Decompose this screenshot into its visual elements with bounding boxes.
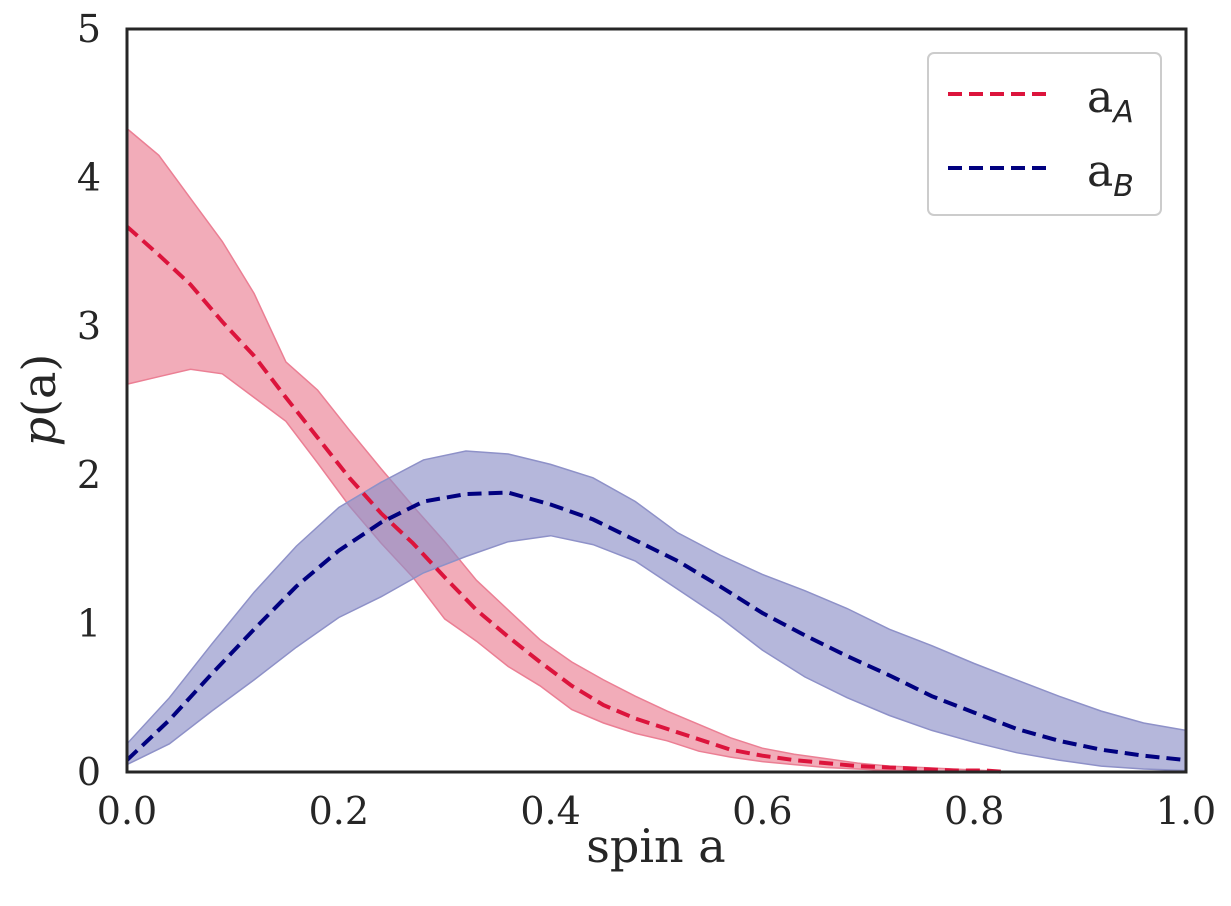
y-tick-label: 1 — [77, 601, 101, 645]
legend-box — [927, 52, 1162, 216]
y-tick-label: 2 — [77, 453, 101, 497]
x-tick-label: 0.4 — [520, 789, 580, 833]
y-axis-label: p(a) — [12, 354, 66, 447]
y-tick-label: 4 — [77, 156, 101, 200]
x-tick-label: 0.8 — [944, 789, 1004, 833]
line-a-b — [125, 490, 1187, 763]
median-lines — [125, 225, 1187, 774]
y-tick-label: 5 — [77, 7, 101, 51]
axes-frame — [125, 27, 1188, 774]
y-tick-label: 3 — [77, 304, 101, 348]
legend-label-a-b: aB — [1087, 146, 1134, 204]
legend: aA aB — [927, 52, 1162, 216]
x-tick-label: 0.2 — [309, 789, 369, 833]
y-tick-label: 0 — [77, 750, 101, 794]
y-axis-ticks: 0 1 2 3 4 5 — [77, 7, 101, 794]
uncertainty-bands — [126, 126, 1187, 773]
x-axis-ticks: 0.0 0.2 0.4 0.6 0.8 1.0 — [97, 789, 1216, 833]
legend-label-a-a: aA — [1087, 72, 1134, 130]
x-tick-label: 1.0 — [1156, 789, 1216, 833]
x-tick-label: 0.6 — [732, 789, 792, 833]
line-a-a — [125, 225, 1007, 774]
x-axis-label: spin a — [586, 819, 725, 873]
x-tick-label: 0.0 — [97, 789, 157, 833]
